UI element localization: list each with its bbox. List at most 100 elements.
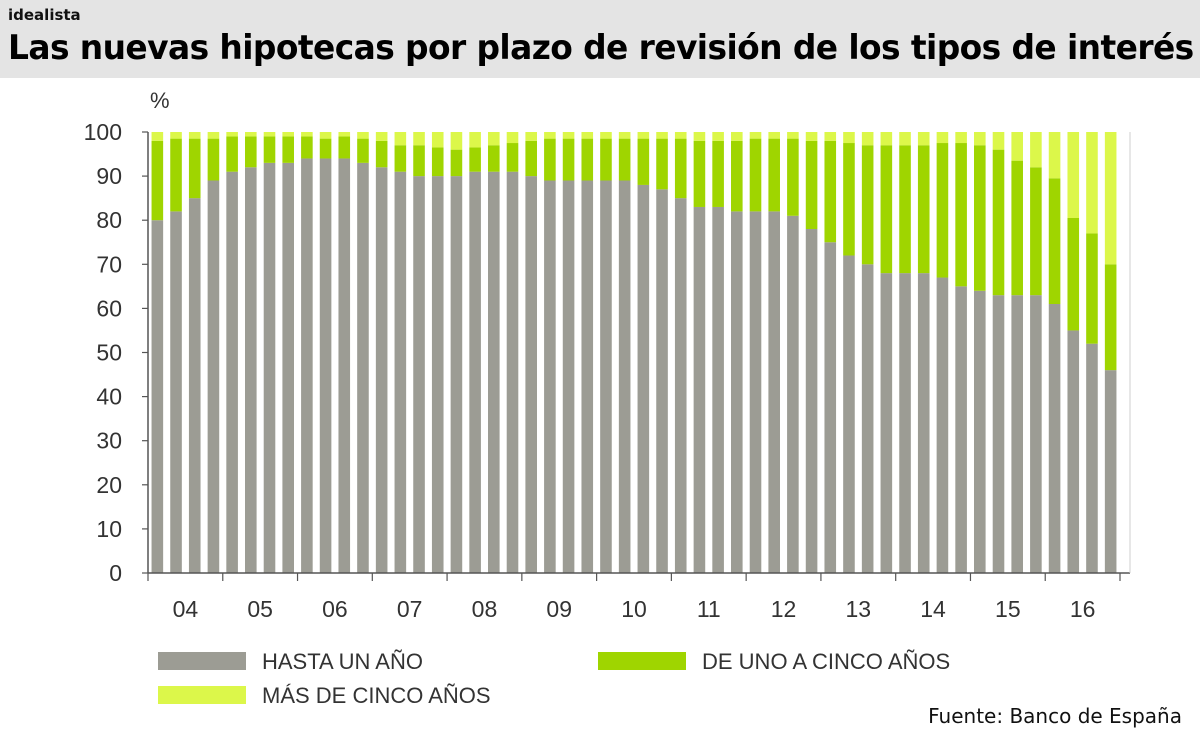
bar-segment-s0-30 [712,206,724,573]
bar-segment-s1-23 [581,138,594,181]
bar-segment-s1-44 [974,145,986,291]
legend-label-0: HASTA UN AÑO [262,649,423,674]
bar-segment-s2-41 [917,132,930,146]
bar-segment-s1-13 [394,145,407,172]
x-tick-label-14: 14 [920,596,946,622]
bar-segment-s2-51 [1104,132,1117,265]
y-tick-label-100: 100 [84,119,122,145]
page-title: Las nuevas hipotecas por plazo de revisi… [8,28,1194,68]
bar-segment-s0-37 [843,255,855,574]
bar-segment-s1-19 [506,143,519,172]
bar-segment-s0-14 [413,176,425,573]
x-tick-label-08: 08 [472,596,498,622]
x-tick-label-05: 05 [247,596,273,622]
y-axis-unit-label: % [150,88,170,113]
bar-segment-s0-19 [506,171,519,573]
bar-segment-s2-33 [768,132,780,139]
bar-segment-s2-29 [693,132,706,141]
bar-segment-s1-8 [301,136,313,159]
y-tick-label-90: 90 [96,163,122,189]
bar-segment-s1-41 [917,145,930,274]
bar-segment-s2-39 [880,132,893,146]
bar-segment-s2-17 [469,132,481,148]
bar-segment-s0-23 [581,180,594,573]
bar-segment-s0-38 [861,264,874,573]
bar-segment-s1-3 [207,138,220,181]
y-tick-label-80: 80 [96,207,122,233]
bar-segment-s1-51 [1104,264,1117,371]
bar-segment-s0-5 [245,167,257,573]
bar-segment-s2-9 [319,132,332,139]
bar-segment-s2-47 [1030,132,1042,168]
bar-segment-s0-8 [301,158,313,573]
bar-segment-s2-26 [637,132,650,139]
x-tick-label-13: 13 [846,596,872,622]
bar-segment-s1-32 [749,138,762,212]
bar-segment-s0-6 [263,162,276,573]
bar-segment-s2-23 [581,132,594,139]
bar-segment-s0-24 [600,180,612,573]
bar-segment-s1-26 [637,138,650,185]
bar-segment-s1-14 [413,145,425,177]
bar-segment-s2-8 [301,132,313,137]
bar-segment-s0-11 [357,162,369,573]
bar-segment-s1-6 [263,136,276,163]
bar-segment-s1-27 [656,138,668,190]
bar-segment-s0-26 [637,184,650,574]
x-tick-label-12: 12 [771,596,797,622]
bar-segment-s2-10 [338,132,351,137]
bar-segment-s1-39 [880,145,893,274]
legend-label-2: MÁS DE CINCO AÑOS [262,683,491,708]
bar-segment-s0-29 [693,206,706,573]
bar-segment-s0-40 [899,273,911,573]
x-tick-label-06: 06 [322,596,348,622]
bar-segment-s0-36 [824,242,837,573]
bar-segment-s2-2 [188,132,201,139]
y-tick-label-10: 10 [96,516,122,542]
bar-segment-s1-10 [338,136,351,159]
y-tick-label-60: 60 [96,295,122,321]
bar-segment-s1-16 [450,149,463,177]
bar-segment-s1-1 [170,138,182,212]
bar-segment-s2-1 [170,132,182,139]
bar-segment-s2-24 [600,132,612,139]
bar-segment-s2-22 [562,132,575,139]
bar-segment-s2-50 [1086,132,1098,234]
bar-segment-s0-1 [170,211,182,573]
bar-segment-s2-4 [226,132,238,137]
bar-segment-s1-15 [431,147,444,177]
bar-segment-s1-4 [226,136,238,172]
bar-segment-s1-0 [151,140,164,221]
bar-segment-s2-16 [450,132,463,150]
bar-segment-s1-18 [488,145,500,172]
bar-segment-s0-51 [1104,370,1117,573]
bar-segment-s2-27 [656,132,668,139]
bar-segment-s2-40 [899,132,911,146]
bar-segment-s1-50 [1086,233,1098,344]
bar-segment-s2-14 [413,132,425,146]
y-tick-label-20: 20 [96,472,122,498]
bar-segment-s1-25 [618,138,631,181]
y-tick-label-40: 40 [96,384,122,410]
bar-segment-s0-20 [525,176,537,573]
bar-segment-s2-25 [618,132,631,139]
bar-segment-s0-27 [656,189,668,573]
bar-segment-s1-34 [787,138,799,216]
bar-segment-s1-37 [843,143,855,256]
bar-segment-s2-37 [843,132,855,144]
bar-segment-s0-48 [1048,303,1061,573]
legend-swatch-1 [598,652,686,670]
bar-segment-s1-45 [992,149,1005,296]
bar-segment-s0-21 [544,180,556,573]
bar-segment-s0-17 [469,171,481,573]
bar-segment-s0-16 [450,176,463,573]
bar-segment-s2-0 [151,132,164,141]
bar-segment-s0-3 [207,180,220,573]
bar-segment-s0-39 [880,273,893,573]
bar-segment-s1-2 [188,138,201,199]
bar-segment-s1-22 [562,138,575,181]
bar-segment-s2-15 [431,132,444,148]
bar-segment-s1-17 [469,147,481,172]
bar-segment-s0-41 [917,273,930,573]
